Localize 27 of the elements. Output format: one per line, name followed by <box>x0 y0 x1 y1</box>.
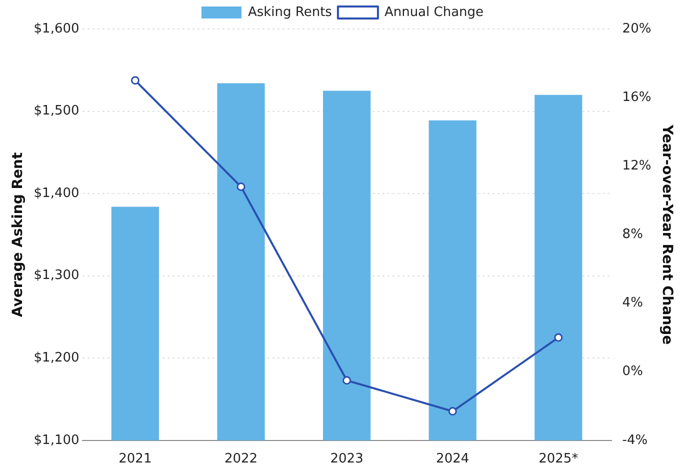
y-axis-title: Average Asking Rent <box>10 152 26 318</box>
y2-tick-label: 0% <box>622 364 643 380</box>
x-tick-label: 2021 <box>118 452 152 467</box>
point <box>342 376 352 385</box>
y-tick-label: $1,400 <box>34 186 80 201</box>
point <box>448 407 457 416</box>
y2-tick-label: 12% <box>622 158 652 174</box>
point <box>554 333 563 342</box>
x-tick-label: 2022 <box>224 452 258 467</box>
y-tick-label: $1,500 <box>34 104 80 119</box>
y2-tick-label: 8% <box>622 227 643 242</box>
x-tick-label: 2025* <box>538 452 579 467</box>
y-tick-label: $1,300 <box>34 268 80 284</box>
legend-label: Asking Rents <box>248 4 332 20</box>
y2-tick-label: -4% <box>622 432 648 448</box>
y2-tick-label: 16% <box>622 90 652 105</box>
legend-label: Annual Change <box>384 4 484 20</box>
y-tick-label: $1,100 <box>34 432 80 448</box>
y2-axis-title: Year-over-Year Rent Change <box>658 124 675 345</box>
point <box>236 182 246 191</box>
point <box>130 76 140 85</box>
y-tick-label: $1,200 <box>34 350 80 366</box>
y2-tick-label: 20% <box>622 21 652 36</box>
y2-tick-label: 4% <box>622 296 643 311</box>
x-tick-label: 2023 <box>330 452 364 467</box>
x-tick-label: 2024 <box>436 452 470 467</box>
y-tick-label: $1,600 <box>34 21 80 36</box>
